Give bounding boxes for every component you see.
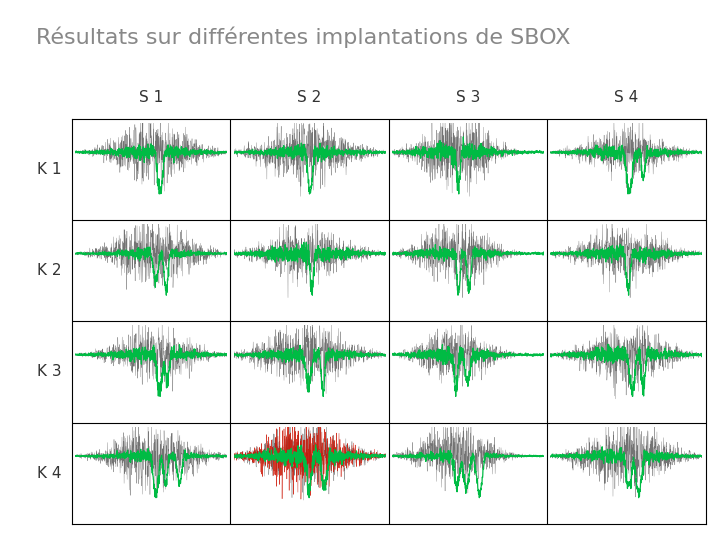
Text: K 4: K 4 xyxy=(37,465,61,481)
Text: K 3: K 3 xyxy=(37,364,61,380)
Text: S 4: S 4 xyxy=(614,90,639,105)
Text: K 1: K 1 xyxy=(37,162,61,177)
Text: S 1: S 1 xyxy=(139,90,163,105)
Text: Résultats sur différentes implantations de SBOX: Résultats sur différentes implantations … xyxy=(36,27,570,49)
Text: S 2: S 2 xyxy=(297,90,322,105)
Text: K 2: K 2 xyxy=(37,263,61,278)
Text: S 3: S 3 xyxy=(456,90,480,105)
